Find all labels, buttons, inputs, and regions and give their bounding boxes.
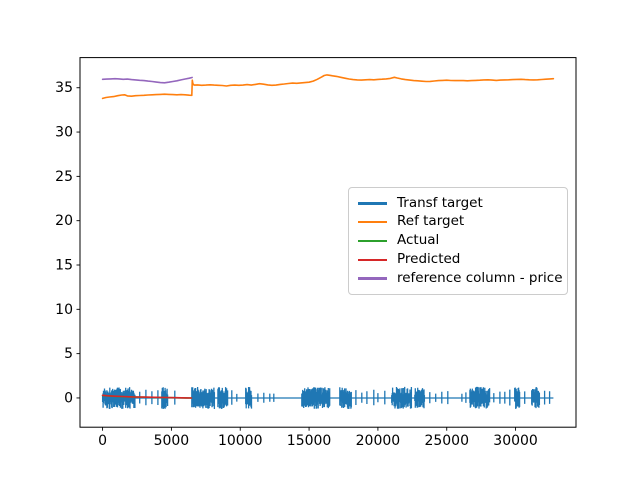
legend-line-sample [358, 202, 387, 205]
x-tick-label: 10000 [218, 433, 263, 449]
legend-label: Ref target [397, 213, 465, 230]
legend-line-sample [358, 221, 387, 224]
legend-item-reference-column-price: reference column - price [358, 269, 563, 288]
y-tick-label: 30 [55, 125, 73, 141]
legend-label: reference column - price [397, 269, 563, 286]
y-tick-label: 20 [55, 213, 73, 229]
legend-line-sample [358, 239, 387, 243]
legend-item-ref-target: Ref target [358, 213, 563, 232]
x-tick-label: 20000 [356, 433, 401, 449]
y-tick-label: 35 [55, 80, 73, 96]
legend-label: Predicted [397, 251, 461, 268]
series-ref-target [101, 74, 555, 100]
series-reference-column-price [101, 76, 193, 84]
x-tick-label: 0 [98, 433, 107, 449]
y-tick-label: 10 [55, 302, 73, 318]
series-transf-target [101, 386, 554, 409]
legend-item-predicted: Predicted [358, 250, 563, 269]
legend-label: Transf target [397, 194, 483, 211]
legend-label: Actual [397, 232, 440, 249]
x-tick-label: 25000 [424, 433, 469, 449]
x-tick-label: 15000 [287, 433, 332, 449]
plot-frame [79, 57, 577, 428]
series-predicted [101, 394, 193, 399]
y-tick-label: 15 [55, 258, 73, 274]
x-tick-label: 5000 [154, 433, 190, 449]
y-tick-label: 5 [64, 346, 73, 362]
y-tick-label: 0 [64, 390, 73, 406]
legend-line-sample [358, 258, 387, 261]
legend-item-transf-target: Transf target [358, 194, 563, 213]
x-tick-label: 30000 [493, 433, 538, 449]
legend-item-actual: Actual [358, 232, 563, 251]
legend-line-sample [358, 277, 387, 280]
y-tick-label: 25 [55, 169, 73, 185]
legend: Transf target Ref target Actual Predicted re… [348, 187, 568, 295]
